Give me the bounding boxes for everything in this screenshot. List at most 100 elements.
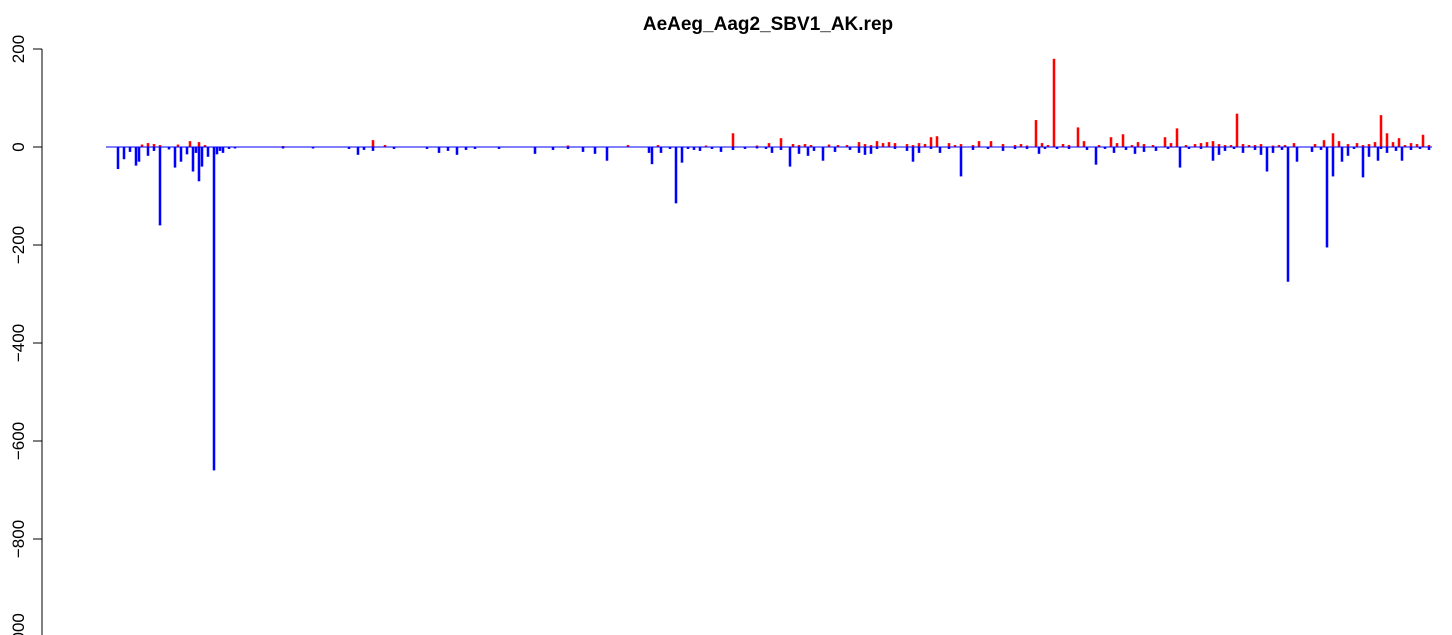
y-tick-label: −800	[9, 520, 28, 558]
bar-positive	[803, 144, 807, 147]
bar-negative	[1352, 147, 1356, 149]
bar-negative	[1085, 147, 1089, 150]
bar-negative	[797, 147, 801, 154]
bar-negative	[179, 147, 183, 162]
bar-negative	[755, 147, 759, 149]
bar-positive	[1391, 142, 1395, 147]
bar-negative	[959, 147, 963, 177]
bar-negative	[1067, 147, 1071, 149]
bar-negative	[1025, 147, 1029, 149]
bar-positive	[1373, 142, 1377, 147]
bar-negative	[1376, 147, 1380, 161]
bar-positive	[371, 140, 375, 147]
bar-positive	[767, 143, 771, 147]
bar-positive	[935, 136, 939, 147]
bar-negative	[593, 147, 597, 154]
bar-positive	[971, 145, 975, 147]
bar-negative	[719, 147, 723, 152]
bar-negative	[167, 147, 171, 150]
bar-negative	[194, 147, 198, 153]
bar-positive	[1409, 143, 1413, 147]
bar-negative	[455, 147, 459, 155]
bar-positive	[1397, 138, 1401, 147]
bar-positive	[1259, 144, 1263, 147]
bar-negative	[497, 147, 501, 149]
bar-positive	[1292, 143, 1296, 147]
bar-positive	[1151, 145, 1155, 147]
bar-negative	[362, 147, 366, 150]
bar-positive	[1067, 145, 1071, 147]
bar-positive	[779, 138, 783, 147]
bar-positive	[1052, 58, 1056, 147]
bar-negative	[185, 147, 189, 155]
bar-negative	[1418, 147, 1422, 149]
bar-negative	[191, 147, 195, 172]
bar-positive	[1313, 144, 1317, 147]
bar-negative	[1361, 147, 1365, 178]
bar-positive	[893, 143, 897, 147]
bar-negative	[1217, 147, 1221, 155]
bar-negative	[1295, 147, 1299, 162]
bar-positive	[1097, 145, 1101, 147]
bar-negative	[446, 147, 450, 151]
bar-positive	[1076, 127, 1080, 147]
y-tick-label: −200	[9, 226, 28, 264]
bar-negative	[731, 147, 735, 150]
bar-positive	[881, 143, 885, 147]
bar-positive	[1109, 137, 1113, 147]
bar-positive	[1415, 144, 1419, 147]
bar-positive	[626, 145, 630, 147]
bar-positive	[731, 133, 735, 147]
bar-positive	[197, 142, 201, 147]
bar-negative	[1400, 147, 1404, 161]
bar-positive	[917, 143, 921, 147]
bar-negative	[1223, 147, 1227, 151]
bar-positive	[1175, 128, 1179, 147]
bar-positive	[887, 142, 891, 147]
bar-negative	[425, 147, 429, 149]
bar-negative	[929, 147, 933, 149]
bar-positive	[1346, 144, 1350, 147]
bar-positive	[1115, 143, 1119, 147]
bar-negative	[1211, 147, 1215, 161]
bar-negative	[1271, 147, 1275, 153]
bar-positive	[1421, 134, 1425, 147]
bar-negative	[206, 147, 210, 157]
bar-negative	[1103, 147, 1107, 149]
bar-positive	[1001, 144, 1005, 147]
bar-positive	[1235, 113, 1239, 147]
bar-positive	[140, 144, 144, 147]
bar-positive	[1121, 134, 1125, 147]
bar-positive	[845, 145, 849, 147]
bar-negative	[875, 147, 879, 149]
bar-negative	[674, 147, 678, 204]
y-tick-label: −600	[9, 422, 28, 460]
bar-negative	[1319, 147, 1323, 150]
bar-positive	[656, 145, 660, 147]
bar-positive	[836, 145, 840, 147]
bar-positive	[791, 144, 795, 147]
bar-negative	[1133, 147, 1137, 154]
bar-negative	[533, 147, 537, 154]
bar-negative	[1037, 147, 1041, 154]
bar-negative	[986, 147, 990, 149]
bar-negative	[158, 147, 162, 226]
bar-negative	[833, 147, 837, 152]
bar-negative	[347, 147, 351, 149]
bar-positive	[1136, 142, 1140, 147]
bar-positive	[1271, 145, 1275, 147]
bar-positive	[146, 143, 150, 147]
bar-positive	[1355, 143, 1359, 147]
y-tick-label: 0	[9, 142, 28, 151]
bar-positive	[1367, 144, 1371, 147]
bar-negative	[134, 147, 138, 166]
bar-positive	[1247, 145, 1251, 147]
bar-negative	[806, 147, 810, 156]
bar-positive	[875, 141, 879, 147]
bar-negative	[1310, 147, 1314, 152]
bar-negative	[473, 147, 477, 149]
bar-negative	[1112, 147, 1116, 153]
bar-positive	[953, 145, 957, 147]
bar-positive	[1130, 145, 1134, 147]
chart-title: AeAeg_Aag2_SBV1_AK.rep	[643, 14, 893, 35]
